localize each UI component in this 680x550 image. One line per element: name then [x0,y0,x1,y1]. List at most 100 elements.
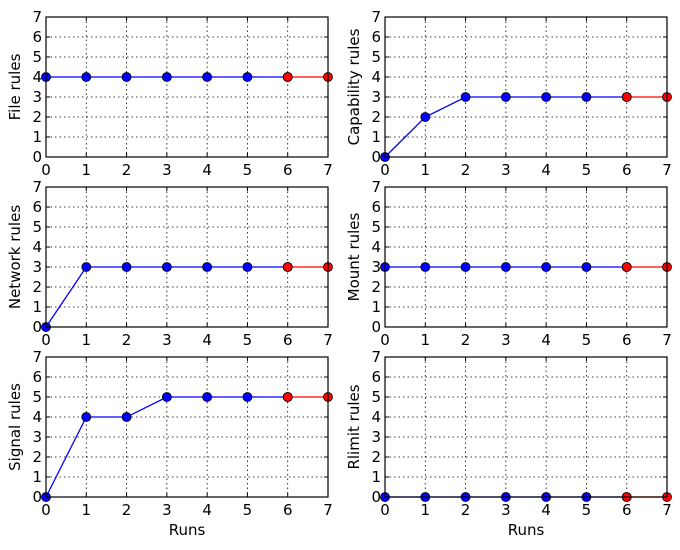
x-axis-title: Runs [169,521,206,539]
subplot-6: 0 1 2 3 4 5 6 7 0 1 2 3 4 5 6 7 Rlimit rules Runs [345,348,672,539]
x-tick-label: 1 [82,501,92,519]
subplot-1: 0 1 2 3 4 5 6 7 0 1 2 3 4 5 6 7 File rules [6,8,333,179]
y-tick-label: 1 [32,298,42,316]
data-point-red [282,392,293,402]
y-tick-label: 1 [371,128,381,146]
y-tick-label: 0 [371,318,381,336]
y-tick-label: 4 [32,408,42,426]
data-point-red [282,262,293,272]
y-tick-label: 5 [371,388,381,406]
y-tick-label: 4 [371,68,381,86]
data-point-blue [81,72,92,82]
y-tick-label: 0 [32,148,42,166]
y-tick-label: 7 [32,348,42,366]
data-point-blue [202,262,213,272]
subplot-3: 0 1 2 3 4 5 6 7 0 1 2 3 4 5 6 7 Network rules [6,178,333,349]
y-tick-label: 7 [32,8,42,26]
data-point-blue [581,92,592,102]
x-tick-label: 3 [501,331,511,349]
y-tick-label: 4 [371,238,381,256]
data-point-blue [500,92,511,102]
data-point-blue [581,262,592,272]
y-axis-title: Network rules [6,205,24,309]
x-tick-label: 1 [421,161,431,179]
data-point-red [621,262,632,272]
y-tick-label: 2 [371,448,381,466]
x-tick-label: 2 [122,161,132,179]
x-tick-label: 7 [323,161,333,179]
y-tick-label: 4 [371,408,381,426]
subplot-5: 0 1 2 3 4 5 6 7 0 1 2 3 4 5 6 7 Signal rules Runs [6,348,333,539]
plot-frame [384,356,668,498]
x-tick-label: 7 [662,331,672,349]
plot-frame [45,356,329,498]
data-point-red [282,72,293,82]
x-tick-label: 3 [162,161,172,179]
x-tick-label: 6 [622,161,632,179]
y-tick-label: 6 [32,28,42,46]
y-tick-label: 3 [371,258,381,276]
x-tick-label: 5 [582,501,592,519]
plot-frame [384,16,668,158]
y-axis-title: Mount rules [345,212,363,301]
x-tick-label: 6 [622,501,632,519]
data-point-blue [242,392,253,402]
y-tick-label: 0 [32,318,42,336]
data-point-blue [242,72,253,82]
y-tick-label: 3 [371,88,381,106]
x-tick-label: 5 [243,501,253,519]
x-tick-label: 5 [582,161,592,179]
y-axis-title: Rlimit rules [345,384,363,469]
x-axis-title: Runs [508,521,545,539]
y-axis-title: File rules [6,53,24,120]
data-point-blue [161,392,172,402]
x-tick-label: 7 [323,501,333,519]
y-tick-label: 1 [371,298,381,316]
subplot-2: 0 1 2 3 4 5 6 7 0 1 2 3 4 5 6 7 Capability rules [345,8,672,179]
data-point-blue [202,392,213,402]
x-tick-label: 7 [662,501,672,519]
x-tick-label: 3 [501,161,511,179]
y-tick-label: 0 [371,148,381,166]
y-tick-label: 7 [371,8,381,26]
x-tick-label: 0 [380,161,390,179]
x-tick-label: 6 [283,331,293,349]
data-point-blue [81,412,92,422]
data-point-blue [541,262,552,272]
y-axis-title: Capability rules [345,28,363,145]
x-tick-label: 2 [122,501,132,519]
y-tick-label: 7 [371,178,381,196]
y-tick-label: 3 [371,428,381,446]
x-tick-label: 0 [380,331,390,349]
y-tick-label: 3 [32,258,42,276]
x-tick-label: 0 [380,501,390,519]
y-tick-label: 2 [371,278,381,296]
x-tick-label: 4 [202,331,212,349]
data-point-blue [121,72,132,82]
x-tick-label: 3 [162,501,172,519]
data-point-blue [121,412,132,422]
x-tick-label: 4 [541,161,551,179]
x-tick-label: 2 [461,501,471,519]
y-tick-label: 4 [32,68,42,86]
y-tick-label: 6 [32,198,42,216]
x-tick-label: 4 [541,501,551,519]
y-tick-label: 1 [32,128,42,146]
y-tick-label: 7 [371,348,381,366]
y-tick-label: 7 [32,178,42,196]
y-tick-label: 6 [32,368,42,386]
y-tick-label: 3 [32,428,42,446]
x-tick-label: 7 [323,331,333,349]
x-tick-label: 6 [283,161,293,179]
plot-frame [384,186,668,328]
data-point-blue [121,262,132,272]
x-tick-label: 5 [582,331,592,349]
subplot-4: 0 1 2 3 4 5 6 7 0 1 2 3 4 5 6 7 Mount rules [345,178,672,349]
x-tick-label: 7 [662,161,672,179]
y-tick-label: 2 [371,108,381,126]
y-tick-label: 1 [32,468,42,486]
y-tick-label: 5 [32,388,42,406]
x-tick-label: 1 [421,501,431,519]
x-tick-label: 5 [243,161,253,179]
